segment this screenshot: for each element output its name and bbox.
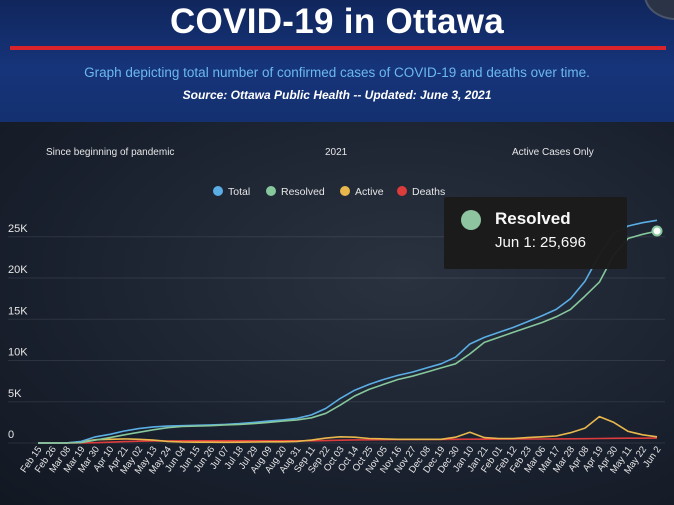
legend-swatch	[266, 186, 276, 196]
tooltip-value: Jun 1: 25,696	[495, 234, 586, 251]
tooltip-series-name: Resolved	[495, 209, 571, 228]
y-tick-label: 20K	[8, 264, 28, 276]
header-banner: COVID-19 in Ottawa Graph depicting total…	[0, 0, 674, 122]
filter-year-2021[interactable]: 2021	[325, 147, 348, 158]
y-tick-label: 15K	[8, 305, 28, 317]
y-tick-label: 5K	[8, 388, 22, 400]
hover-point-marker	[651, 225, 663, 237]
legend-label: Deaths	[412, 186, 445, 198]
page-title: COVID-19 in Ottawa	[169, 2, 505, 41]
chart-legend: Total Resolved Active Deaths	[213, 186, 445, 198]
legend-swatch	[213, 186, 223, 196]
series-line-resolved	[38, 230, 658, 444]
series-line-active	[38, 415, 658, 444]
legend-label: Resolved	[281, 186, 325, 198]
filter-active-only[interactable]: Active Cases Only	[512, 147, 594, 158]
source-credit: Source: Ottawa Public Health -- Updated:…	[182, 88, 492, 102]
chart-markers	[651, 225, 663, 237]
series-lines	[38, 219, 658, 444]
legend-item-resolved: Resolved	[266, 186, 325, 198]
legend-swatch	[340, 186, 350, 196]
y-tick-label: 25K	[8, 223, 28, 235]
tooltip: Resolved Jun 1: 25,696	[444, 197, 627, 269]
y-axis: 0 5K 10K 15K 20K 25K	[8, 223, 28, 441]
page-subtitle: Graph depicting total number of confirme…	[84, 65, 590, 80]
legend-swatch	[397, 186, 407, 196]
series-line-deaths	[38, 437, 658, 444]
title-divider	[10, 46, 666, 50]
legend-item-deaths: Deaths	[397, 186, 445, 198]
legend-item-total: Total	[213, 186, 250, 198]
y-tick-label: 0	[8, 429, 14, 441]
series-line-total	[38, 219, 658, 444]
filter-since-beginning[interactable]: Since beginning of pandemic	[46, 147, 175, 158]
legend-label: Total	[228, 186, 250, 198]
y-tick-label: 10K	[8, 347, 28, 359]
legend-item-active: Active	[340, 186, 384, 198]
tooltip-swatch	[461, 210, 481, 230]
legend-label: Active	[355, 186, 384, 198]
